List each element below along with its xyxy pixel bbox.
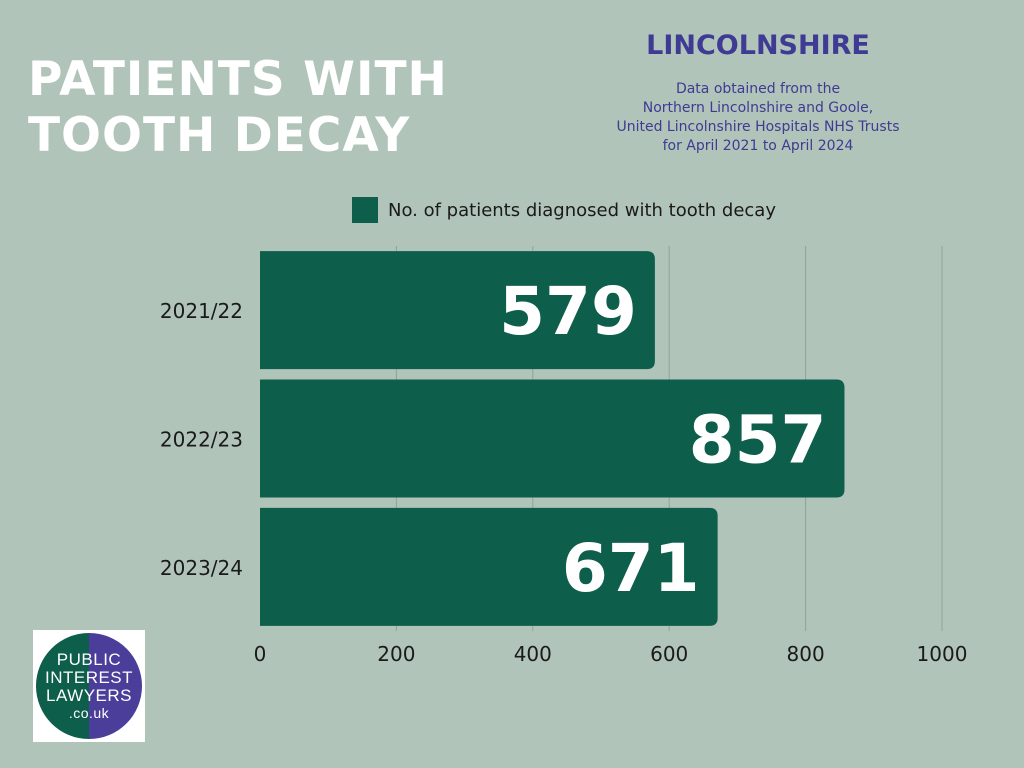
chart-title: PATIENTS WITH TOOTH DECAY: [28, 52, 448, 164]
legend-label: No. of patients diagnosed with tooth dec…: [388, 199, 776, 221]
logo-line-4: .co.uk: [68, 705, 110, 721]
source-note: Data obtained from the Northern Lincolns…: [560, 80, 956, 156]
bar-2021/22: [260, 251, 655, 370]
logo-line-3: LAWYERS: [45, 686, 132, 705]
x-tick-label-800: 800: [787, 642, 825, 666]
category-label-2022/23: 2022/23: [160, 428, 243, 452]
title-line-1: PATIENTS WITH: [28, 52, 448, 107]
source-line-4: for April 2021 to April 2024: [662, 138, 854, 154]
category-label-2023/24: 2023/24: [160, 556, 243, 580]
value-label-2023/24: 671: [562, 530, 700, 607]
value-label-2022/23: 857: [689, 402, 827, 479]
x-tick-label-200: 200: [377, 642, 415, 666]
x-tick-label-400: 400: [514, 642, 552, 666]
logo-line-2: INTEREST: [44, 668, 134, 687]
category-label-2021/22: 2021/22: [160, 299, 243, 323]
source-line-1: Data obtained from the: [675, 81, 841, 97]
logo-circle: PUBLIC INTEREST LAWYERS .co.uk: [36, 633, 142, 739]
bar-2022/23: [260, 379, 845, 498]
x-tick-label-1000: 1000: [917, 642, 968, 666]
title-line-2: TOOTH DECAY: [28, 108, 411, 163]
x-tick-label-600: 600: [650, 642, 688, 666]
chart-legend: No. of patients diagnosed with tooth dec…: [352, 197, 776, 223]
x-tick-label-0: 0: [254, 642, 267, 666]
logo-line-1: PUBLIC: [56, 650, 122, 669]
bar-2023/24: [260, 507, 718, 626]
source-line-3: United Lincolnshire Hospitals NHS Trusts: [616, 119, 900, 135]
source-line-2: Northern Lincolnshire and Goole,: [642, 100, 874, 116]
legend-swatch: [352, 197, 378, 223]
value-label-2021/22: 579: [499, 273, 637, 350]
public-interest-lawyers-logo: PUBLIC INTEREST LAWYERS .co.uk: [33, 630, 145, 742]
region-heading: LINCOLNSHIRE: [646, 30, 870, 61]
